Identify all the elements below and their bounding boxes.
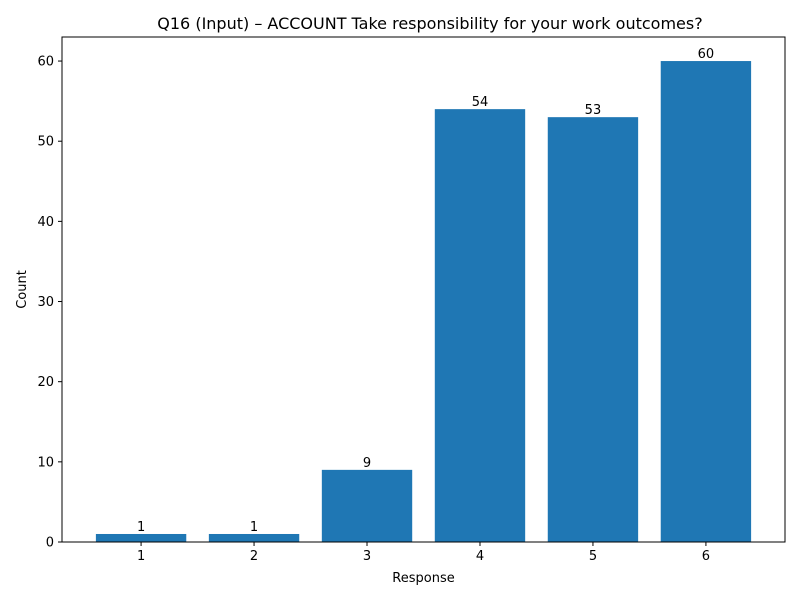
x-axis-label: Response	[392, 571, 454, 586]
y-axis-label: Count	[15, 270, 30, 309]
bars-group	[95, 61, 752, 543]
bar-value-label-3: 9	[363, 456, 371, 471]
x-tick-label: 3	[363, 549, 371, 564]
bar-5	[547, 117, 639, 543]
bar-value-label-5: 53	[585, 103, 602, 118]
y-tick-label: 40	[37, 215, 54, 230]
x-tick-label: 5	[589, 549, 597, 564]
y-tick-label: 10	[37, 455, 54, 470]
x-tick-label: 6	[702, 549, 710, 564]
x-tick-label: 4	[476, 549, 484, 564]
y-tick-label: 0	[46, 536, 54, 551]
x-tick-label: 2	[250, 549, 258, 564]
bar-value-label-2: 1	[250, 520, 258, 535]
bar-value-label-1: 1	[137, 520, 145, 535]
bar-3	[321, 469, 413, 542]
x-axis: 1 2 3 4 5 6	[137, 542, 710, 564]
plot-frame	[61, 36, 786, 543]
bar-labels-group: 1 1 9 54 53 60	[137, 47, 714, 535]
bar-1	[95, 533, 187, 542]
bar-6	[660, 61, 752, 543]
bar-2	[208, 533, 300, 542]
bar-value-label-4: 54	[472, 95, 489, 110]
y-tick-label: 20	[37, 375, 54, 390]
chart-title: Q16 (Input) – ACCOUNT Take responsibilit…	[157, 14, 702, 33]
x-tick-label: 1	[137, 549, 145, 564]
y-tick-label: 60	[37, 55, 54, 70]
y-tick-label: 30	[37, 295, 54, 310]
y-tick-label: 50	[37, 135, 54, 150]
bar-4	[434, 109, 526, 543]
bar-value-label-6: 60	[698, 47, 715, 62]
y-axis: 0 10 20 30 40 50 60	[37, 55, 62, 551]
